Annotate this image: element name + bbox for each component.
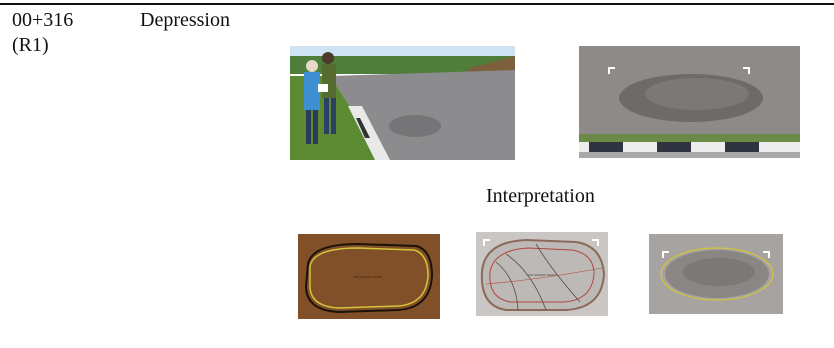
- distress-type-cell: Depression: [140, 9, 230, 31]
- depression-closeup-photo: [579, 46, 800, 158]
- field-survey-photo: [290, 46, 515, 160]
- texture-map-caption: 000 000000 00000: [354, 275, 383, 279]
- table-top-rule: [0, 3, 834, 5]
- texture-map-image: 000 000000 00000: [298, 234, 440, 319]
- lane-value: (R1): [12, 34, 49, 56]
- contour-map-caption: 000 000000 00000: [528, 273, 557, 277]
- outlined-depression-image: [649, 234, 783, 314]
- chainage-value: 00+316: [12, 9, 74, 31]
- contour-map-image: 000 000000 00000: [476, 232, 608, 316]
- chainage-cell: 00+316 (R1): [12, 8, 73, 58]
- interpretation-label: Interpretation: [486, 185, 595, 207]
